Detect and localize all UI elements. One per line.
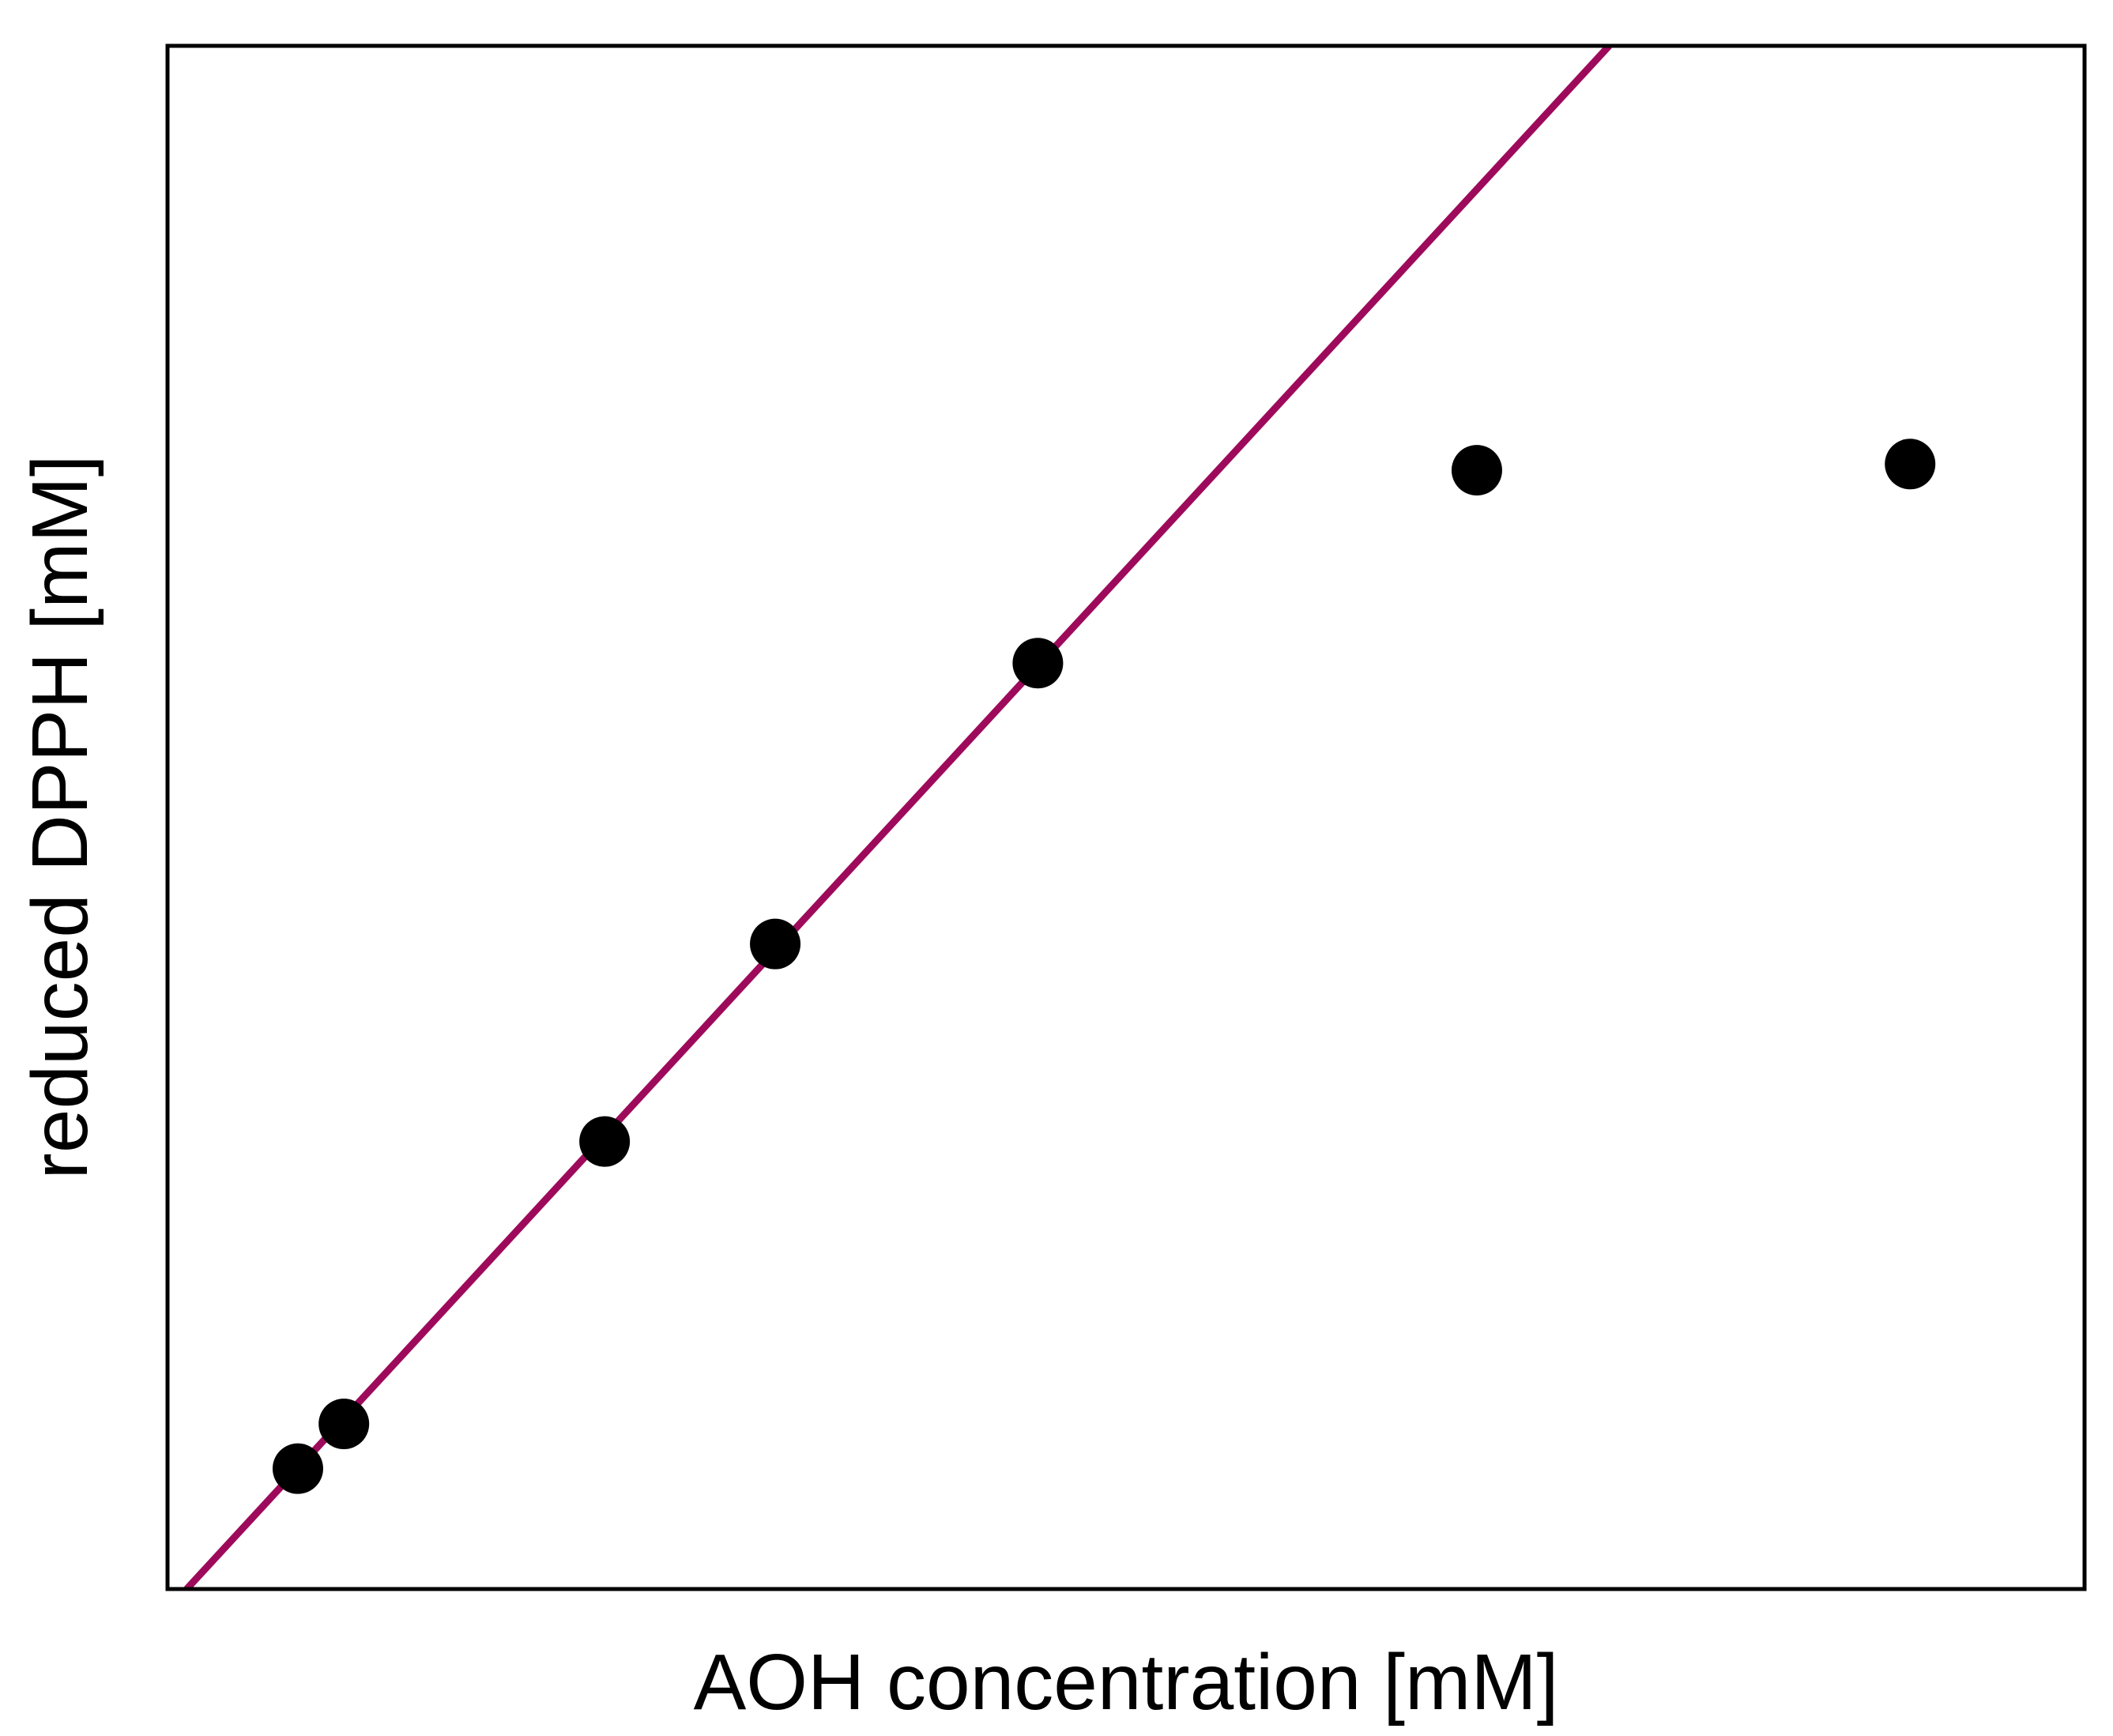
data-point	[1451, 445, 1502, 496]
data-point	[272, 1443, 323, 1494]
plot-area	[183, 46, 1936, 1589]
fit-line	[183, 46, 1612, 1589]
data-point	[579, 1116, 631, 1167]
data-point	[1885, 439, 1936, 490]
data-point	[1012, 638, 1064, 689]
x-axis-title: AOH concentration [mM]	[694, 1638, 1559, 1727]
data-points-layer	[272, 439, 1936, 1494]
fit-line-layer	[183, 46, 1612, 1589]
y-axis-title: reduced DPPH [mM]	[16, 455, 104, 1180]
plot-frame	[165, 43, 2087, 1591]
data-point	[750, 918, 801, 970]
data-point	[318, 1399, 370, 1450]
